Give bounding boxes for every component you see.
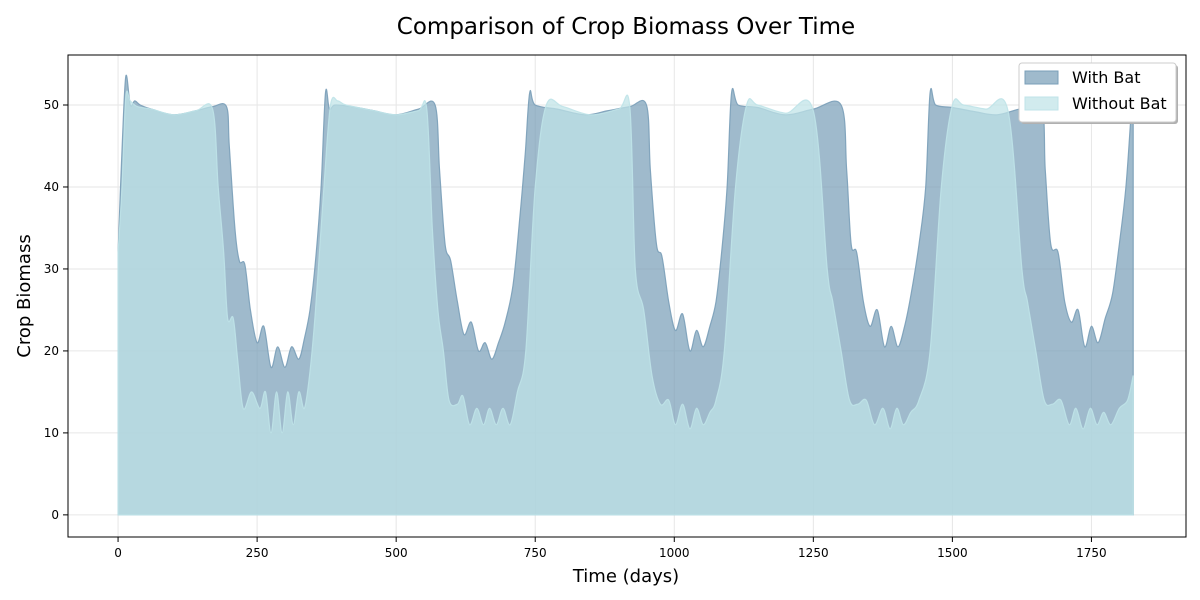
x-tick-label: 1500 bbox=[937, 546, 968, 560]
y-tick-label: 30 bbox=[44, 262, 59, 276]
plot-frame bbox=[67, 54, 1187, 538]
area-series-group bbox=[117, 74, 1134, 516]
chart-title: Comparison of Crop Biomass Over Time bbox=[397, 14, 855, 40]
x-tick-label: 1750 bbox=[1076, 546, 1107, 560]
legend-label: Without Bat bbox=[1072, 94, 1167, 113]
y-tick-label: 50 bbox=[44, 98, 59, 112]
legend-swatch bbox=[1024, 70, 1059, 85]
x-tick-label: 1000 bbox=[659, 546, 690, 560]
y-tick-label: 10 bbox=[44, 426, 59, 440]
legend-label: With Bat bbox=[1072, 68, 1140, 87]
x-axis-ticks: 0 250 500 750 1000 1250 1500 1750 bbox=[114, 537, 1107, 560]
y-axis-ticks: 0 10 20 30 40 50 bbox=[44, 98, 68, 522]
area-series-without-bat bbox=[117, 90, 1134, 516]
x-tick-label: 750 bbox=[524, 546, 547, 560]
x-tick-label: 0 bbox=[114, 546, 122, 560]
x-tick-label: 1250 bbox=[798, 546, 829, 560]
y-tick-label: 0 bbox=[51, 508, 59, 522]
legend-swatch bbox=[1024, 96, 1059, 111]
y-tick-label: 20 bbox=[44, 344, 59, 358]
x-axis-label: Time (days) bbox=[572, 566, 679, 587]
x-tick-label: 500 bbox=[385, 546, 408, 560]
legend: With Bat Without Bat bbox=[1018, 62, 1178, 124]
x-tick-label: 250 bbox=[246, 546, 269, 560]
y-tick-label: 40 bbox=[44, 180, 59, 194]
y-axis-label: Crop Biomass bbox=[14, 234, 35, 357]
